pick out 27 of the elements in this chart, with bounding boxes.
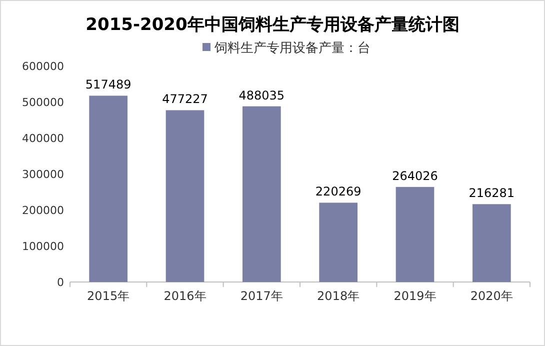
y-tick-label: 300000 xyxy=(22,168,64,181)
data-label: 477227 xyxy=(162,92,208,106)
bar xyxy=(166,110,204,282)
x-tick-label: 2017年 xyxy=(240,289,283,303)
x-tick-label: 2018年 xyxy=(317,289,360,303)
y-tick-label: 600000 xyxy=(22,60,64,73)
y-tick-label: 400000 xyxy=(22,132,64,145)
data-label: 264026 xyxy=(392,168,438,183)
x-tick-label: 2016年 xyxy=(164,289,206,303)
bar xyxy=(242,106,281,282)
y-tick-label: 200000 xyxy=(22,204,64,217)
bar xyxy=(396,186,434,282)
y-tick-label: 0 xyxy=(57,276,64,289)
bar xyxy=(89,96,128,282)
y-tick-label: 100000 xyxy=(22,240,64,253)
x-tick-label: 2020年 xyxy=(470,289,513,303)
data-label: 216281 xyxy=(468,186,515,200)
bar xyxy=(472,204,511,282)
y-tick-label: 500000 xyxy=(22,96,64,109)
data-label: 517489 xyxy=(85,78,132,92)
x-tick-label: 2019年 xyxy=(394,289,436,303)
chart-title: 2015-2020年中国饲料生产专用设备产量统计图 xyxy=(86,15,460,35)
legend-label: 饲料生产专用设备产量：台 xyxy=(214,41,370,56)
x-tick-label: 2015年 xyxy=(87,289,130,303)
data-label: 488035 xyxy=(238,88,285,102)
bar xyxy=(319,202,358,282)
data-label: 220269 xyxy=(315,184,362,199)
